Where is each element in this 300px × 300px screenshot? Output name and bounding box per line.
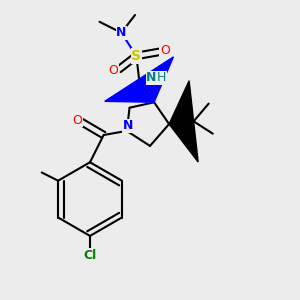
Text: O: O (72, 113, 82, 127)
Text: H: H (157, 71, 166, 84)
Text: N: N (123, 119, 134, 133)
Text: O: O (160, 44, 170, 57)
Polygon shape (169, 81, 198, 162)
Polygon shape (105, 57, 173, 102)
Text: S: S (131, 49, 141, 63)
Text: Cl: Cl (83, 249, 97, 262)
Text: O: O (108, 64, 118, 77)
Text: N: N (146, 71, 157, 84)
Text: N: N (116, 26, 127, 39)
